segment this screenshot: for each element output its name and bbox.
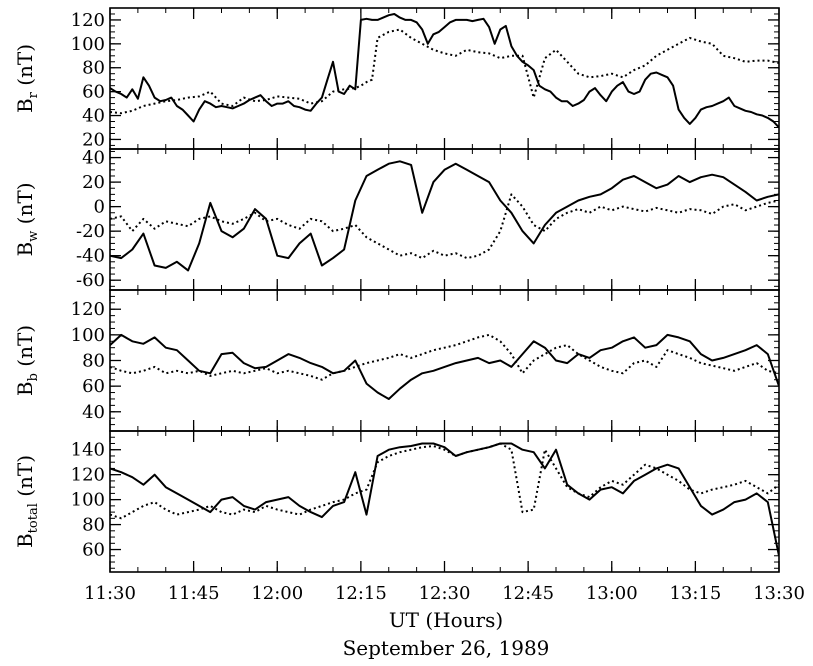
dotted-series-line: [110, 28, 779, 115]
y-axis-label: Bw (nT): [13, 182, 41, 256]
panel-2: -60 -40 -20 0 20 40 Bw (nT): [13, 148, 780, 291]
y-label-unit: (nT): [13, 44, 37, 92]
solid-series-line: [110, 442, 779, 557]
panel-4: 60 80 100 120 140 Btotal (nT): [13, 430, 780, 573]
x-axis-label: UT (Hours): [389, 608, 503, 632]
y-tick-label: 60: [82, 82, 105, 103]
y-tick-label: 100: [71, 490, 105, 511]
y-tick-label: 120: [71, 10, 105, 31]
x-axis-tick-labels: 11:30 11:45 12:00 12:15 12:30 12:45 13:00 13:15…: [84, 583, 805, 604]
y-tick-label: 40: [82, 148, 105, 169]
y-tick-label: 40: [82, 106, 105, 127]
x-tick-label: 11:45: [168, 583, 220, 604]
y-tick-label: 100: [71, 34, 105, 55]
solid-series-line: [110, 333, 779, 400]
panel-frame: [109, 289, 780, 432]
y-label-main: B: [13, 533, 37, 548]
y-tick-label: 140: [71, 440, 105, 461]
y-axis-label: Br (nT): [13, 44, 41, 113]
y-tick-label: 80: [82, 351, 105, 372]
x-tick-label: 13:30: [753, 583, 805, 604]
date-label: September 26, 1989: [343, 636, 550, 660]
y-tick-label: 40: [82, 402, 105, 423]
y-label-unit: (nT): [13, 182, 37, 230]
y-tick-label: 0: [94, 197, 105, 218]
y-label-main: B: [13, 98, 37, 113]
y-tick-label: -20: [76, 221, 105, 242]
y-label-main: B: [13, 381, 37, 396]
x-tick-label: 12:00: [251, 583, 303, 604]
dotted-series-line: [110, 442, 779, 520]
y-axis-label: Bb (nT): [13, 325, 41, 396]
panel-frame: [109, 7, 780, 150]
x-tick-label: 12:45: [502, 583, 554, 604]
y-tick-label: -60: [76, 270, 105, 291]
panel-frame: [109, 430, 780, 573]
solid-series-line: [110, 13, 779, 129]
y-label-unit: (nT): [13, 455, 37, 503]
y-tick-label: 60: [82, 376, 105, 397]
y-tick-label: 120: [71, 299, 105, 320]
x-tick-label: 13:00: [586, 583, 638, 604]
y-label-subscript: w: [26, 231, 41, 242]
dotted-series-line: [110, 333, 779, 381]
y-tick-label: 60: [82, 540, 105, 561]
y-label-subscript: b: [26, 373, 41, 381]
y-label-subscript: total: [26, 503, 41, 533]
y-label-main: B: [13, 242, 37, 257]
y-label-unit: (nT): [13, 325, 37, 373]
x-tick-label: 12:30: [419, 583, 471, 604]
x-tick-label: 13:15: [669, 583, 721, 604]
y-axis-label: Btotal (nT): [13, 455, 41, 548]
panel-3: 40 60 80 100 120 Bb (nT): [13, 289, 780, 432]
y-tick-label: 80: [82, 515, 105, 536]
y-tick-label: 20: [82, 172, 105, 193]
y-tick-label: 20: [82, 129, 105, 150]
x-tick-label: 12:15: [335, 583, 387, 604]
y-tick-label: 120: [71, 465, 105, 486]
y-tick-label: -40: [76, 246, 105, 267]
y-label-subscript: r: [26, 91, 41, 98]
y-tick-label: 80: [82, 58, 105, 79]
y-tick-label: 100: [71, 325, 105, 346]
solid-series-line: [110, 160, 779, 272]
x-tick-label: 11:30: [84, 583, 136, 604]
